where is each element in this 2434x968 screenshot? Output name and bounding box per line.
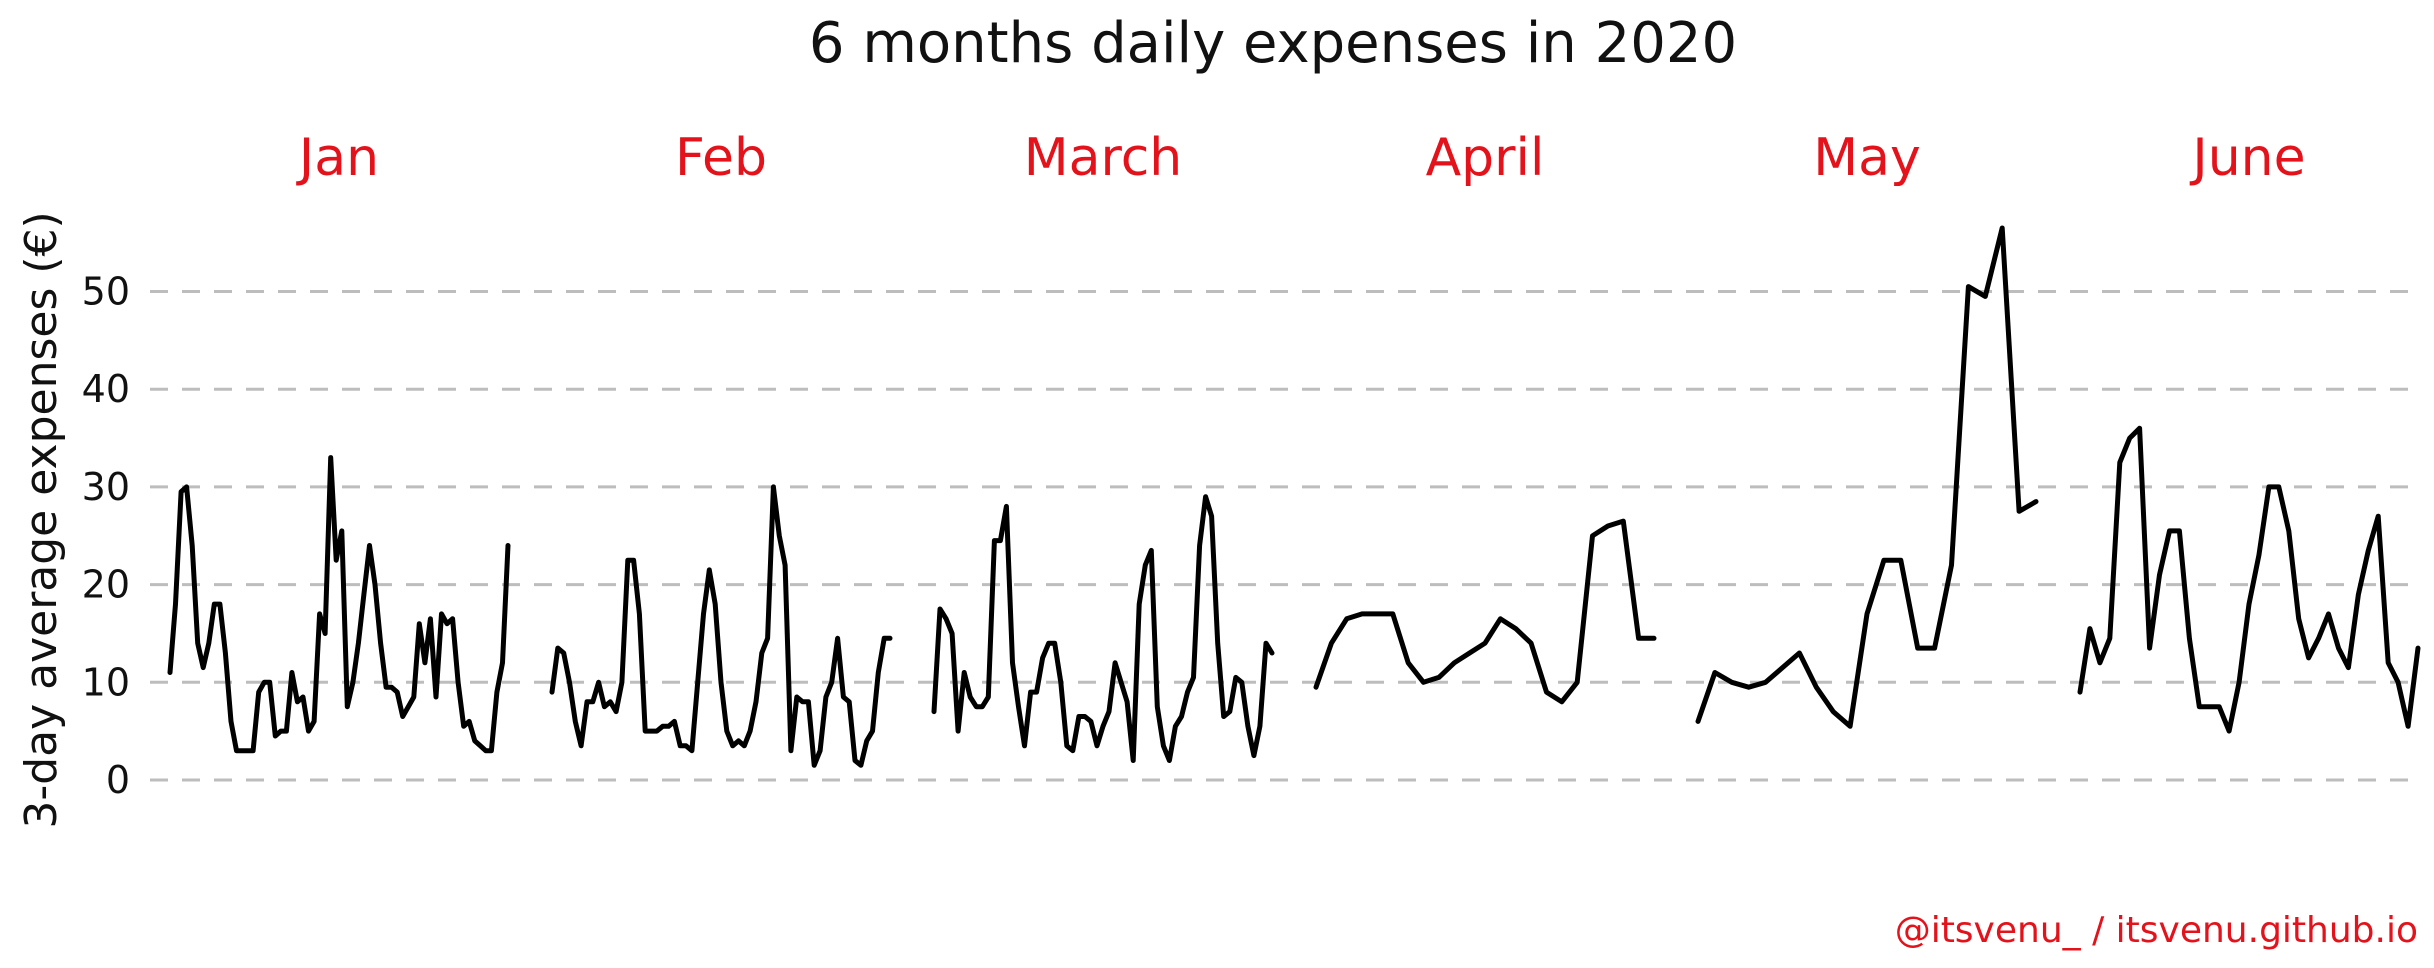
series-line-june	[2077, 425, 2421, 734]
series-line-may	[1695, 225, 2039, 729]
panel-feb: Feb	[549, 128, 893, 768]
panel-title-april: April	[1426, 128, 1545, 188]
y-tick-label: 40	[82, 367, 130, 411]
panel-jan: Jan	[167, 128, 511, 754]
panel-may: May	[1695, 128, 2039, 729]
panel-march: March	[931, 128, 1275, 763]
y-tick-label: 50	[82, 270, 130, 314]
panel-title-june: June	[2189, 128, 2305, 188]
series-line-march	[931, 494, 1275, 763]
y-tick-label: 10	[82, 660, 130, 704]
month-panels: Jan Feb March April May June	[167, 128, 2421, 768]
series-line-feb	[549, 484, 893, 768]
panel-june: June	[2077, 128, 2421, 734]
y-axis-label: 3-day average expenses (€)	[16, 211, 67, 828]
y-tick-label: 30	[82, 465, 130, 509]
series-line-jan	[167, 455, 511, 754]
panel-title-jan: Jan	[296, 128, 379, 188]
panel-title-feb: Feb	[675, 128, 767, 188]
gridlines	[150, 290, 2418, 782]
chart-title: 6 months daily expenses in 2020	[809, 11, 1737, 76]
y-axis-ticks: 0 10 20 30 40 50	[82, 270, 130, 803]
author-credit: @itsvenu_ / itsvenu.github.io	[1895, 910, 2418, 951]
y-tick-label: 20	[82, 563, 130, 607]
y-tick-label: 0	[106, 758, 130, 802]
panel-title-may: May	[1813, 128, 1921, 188]
panel-title-march: March	[1024, 128, 1183, 188]
series-line-april	[1313, 518, 1657, 705]
panel-april: April	[1313, 128, 1657, 705]
